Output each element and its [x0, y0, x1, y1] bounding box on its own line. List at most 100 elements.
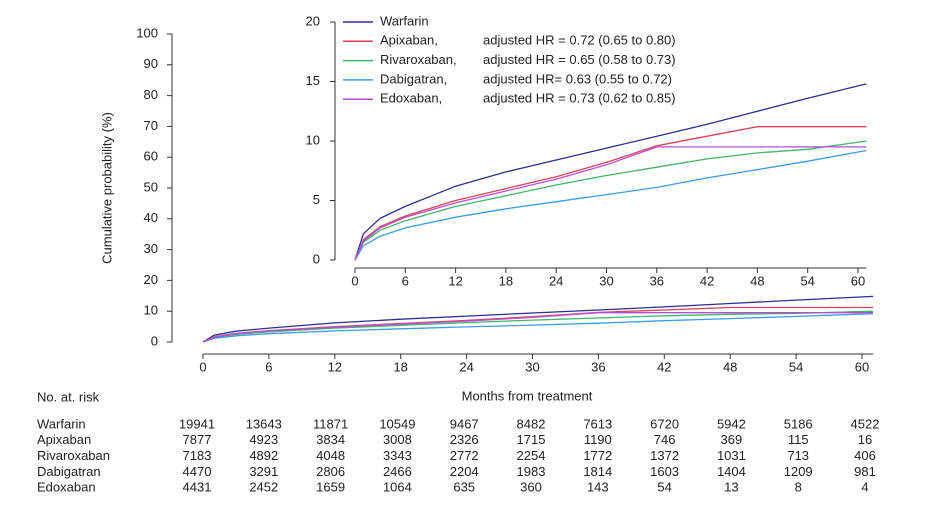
y-tick-label: 50 [144, 179, 158, 194]
risk-row-name: Dabigatran [37, 464, 101, 479]
x-tick-label: 30 [525, 359, 539, 374]
risk-value: 1715 [517, 432, 546, 447]
risk-value: 4892 [249, 448, 278, 463]
risk-value: 4431 [183, 480, 212, 495]
y-tick-label: 40 [144, 210, 158, 225]
risk-value: 11871 [313, 416, 348, 431]
risk-value: 2254 [517, 448, 546, 463]
x-tick-label: 6 [265, 359, 272, 374]
risk-value: 3008 [383, 432, 412, 447]
risk-value: 1983 [517, 464, 546, 479]
risk-value: 8 [795, 480, 802, 495]
y-tick-label: 15 [306, 73, 320, 88]
risk-value: 2806 [316, 464, 345, 479]
risk-value: 115 [788, 432, 809, 447]
y-tick-label: 0 [313, 251, 320, 266]
risk-value: 2466 [383, 464, 412, 479]
risk-value: 4 [861, 480, 868, 495]
x-tick-label: 18 [393, 359, 407, 374]
curve [355, 141, 866, 260]
curve [355, 84, 866, 260]
risk-value: 2452 [249, 480, 278, 495]
risk-value: 13 [724, 480, 738, 495]
risk-value: 360 [520, 480, 542, 495]
risk-value: 369 [721, 432, 743, 447]
y-tick-label: 90 [144, 56, 158, 71]
risk-table-title: No. at. risk [37, 389, 100, 404]
risk-value: 406 [854, 448, 876, 463]
risk-value: 3291 [249, 464, 278, 479]
legend-hr: adjusted HR = 0.72 (0.65 to 0.80) [483, 33, 676, 48]
x-tick-label: 6 [402, 273, 409, 288]
risk-row-name: Rivaroxaban [37, 448, 110, 463]
risk-value: 143 [587, 480, 609, 495]
y-tick-label: 10 [306, 132, 320, 147]
risk-value: 5942 [717, 416, 746, 431]
risk-value: 1659 [316, 480, 345, 495]
x-tick-label: 48 [723, 359, 737, 374]
x-tick-label: 36 [591, 359, 605, 374]
y-tick-label: 80 [144, 87, 158, 102]
x-tick-label: 60 [855, 359, 869, 374]
y-tick-label: 0 [151, 333, 158, 348]
risk-value: 4470 [183, 464, 212, 479]
y-tick-label: 20 [144, 272, 158, 287]
risk-value: 8482 [517, 416, 546, 431]
risk-value: 1603 [650, 464, 679, 479]
figure: Cumulative probability (%) Months from t… [0, 0, 941, 505]
y-tick-label: 5 [313, 192, 320, 207]
legend-label: Warfarin [380, 13, 429, 28]
risk-value: 13643 [246, 416, 282, 431]
risk-value: 1190 [584, 432, 612, 447]
y-tick-label: 70 [144, 118, 158, 133]
x-tick-label: 54 [789, 359, 803, 374]
legend-hr: adjusted HR= 0.63 (0.55 to 0.72) [483, 71, 672, 86]
x-tick-label: 12 [448, 273, 462, 288]
risk-value: 746 [654, 432, 676, 447]
x-tick-label: 24 [549, 273, 563, 288]
legend-hr: adjusted HR = 0.73 (0.62 to 0.85) [483, 91, 676, 106]
risk-value: 1372 [650, 448, 679, 463]
x-tick-label: 42 [700, 273, 714, 288]
x-tick-label: 36 [650, 273, 664, 288]
x-axis-label: Months from treatment [462, 388, 593, 403]
y-tick-label: 60 [144, 149, 158, 164]
risk-value: 19941 [179, 416, 215, 431]
legend-label: Apixaban, [380, 33, 438, 48]
risk-value: 1031 [717, 448, 746, 463]
risk-value: 2204 [450, 464, 479, 479]
x-tick-label: 30 [599, 273, 613, 288]
risk-value: 1404 [717, 464, 746, 479]
y-tick-label: 100 [136, 25, 158, 40]
legend-label: Rivaroxaban, [380, 52, 457, 67]
risk-value: 1209 [784, 464, 813, 479]
legend-label: Edoxaban, [380, 91, 442, 106]
risk-value: 7613 [583, 416, 612, 431]
curve [203, 296, 873, 342]
legend-label: Dabigatran, [380, 71, 447, 86]
x-tick-label: 24 [459, 359, 473, 374]
y-axis-label: Cumulative probability (%) [99, 112, 114, 264]
risk-row-name: Warfarin [37, 416, 86, 431]
x-tick-label: 12 [328, 359, 342, 374]
risk-value: 3343 [383, 448, 412, 463]
risk-value: 981 [854, 464, 876, 479]
legend-hr: adjusted HR = 0.65 (0.58 to 0.73) [483, 52, 676, 67]
risk-value: 3834 [316, 432, 345, 447]
curve [355, 151, 866, 261]
risk-value: 2772 [450, 448, 479, 463]
risk-value: 1064 [383, 480, 412, 495]
risk-value: 6720 [650, 416, 679, 431]
risk-row-name: Edoxaban [37, 480, 96, 495]
risk-value: 9467 [450, 416, 479, 431]
risk-value: 1814 [583, 464, 612, 479]
y-tick-label: 20 [306, 13, 320, 28]
risk-value: 54 [657, 480, 671, 495]
risk-value: 4923 [249, 432, 278, 447]
x-tick-label: 54 [800, 273, 814, 288]
risk-value: 7877 [183, 432, 212, 447]
risk-value: 7183 [183, 448, 212, 463]
risk-value: 635 [453, 480, 475, 495]
x-tick-label: 48 [750, 273, 764, 288]
x-tick-label: 18 [499, 273, 513, 288]
